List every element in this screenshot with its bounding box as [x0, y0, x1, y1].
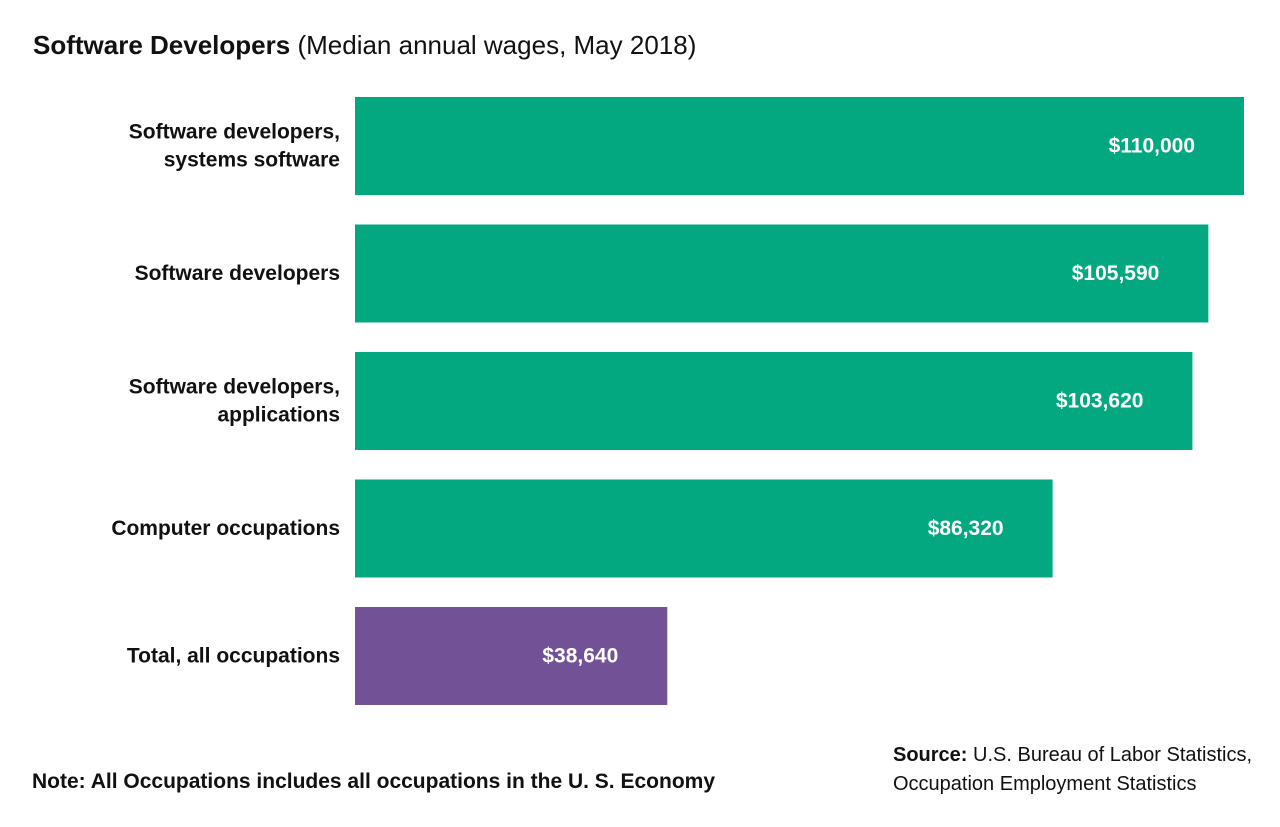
value-label-5: $38,640 — [542, 645, 618, 668]
bar-2 — [355, 224, 1209, 323]
chart-subtitle: (Median annual wages, May 2018) — [297, 30, 697, 60]
bar-5 — [355, 607, 668, 705]
category-label-3-line-1: Software developers, — [129, 376, 340, 399]
chart-source: Source: U.S. Bureau of Labor Statistics,… — [893, 741, 1252, 799]
bar-4 — [355, 479, 1053, 578]
source-line-1: U.S. Bureau of Labor Statistics, — [973, 744, 1253, 766]
category-label-3-line-2: applications — [217, 404, 340, 427]
chart-note: Note: All Occupations includes all occup… — [32, 770, 715, 793]
value-label-3: $103,620 — [1056, 390, 1144, 413]
chart-title: Software Developers (Median annual wages… — [33, 30, 696, 61]
category-label-4-line-1: Computer occupations — [111, 517, 340, 540]
value-label-2: $105,590 — [1072, 262, 1160, 285]
value-label-4: $86,320 — [928, 517, 1004, 540]
chart-title-main: Software Developers — [33, 30, 291, 60]
category-label-1-line-1: Software developers, — [129, 121, 340, 144]
category-label-5-line-1: Total, all occupations — [127, 645, 340, 668]
value-label-1: $110,000 — [1109, 135, 1195, 158]
bar-3 — [355, 352, 1193, 450]
category-label-1-line-2: systems software — [164, 149, 340, 172]
category-label-2-line-1: Software developers — [135, 262, 340, 285]
bar-1 — [355, 97, 1244, 195]
source-line-2: Occupation Employment Statistics — [893, 773, 1197, 795]
source-label: Source: — [893, 744, 968, 766]
